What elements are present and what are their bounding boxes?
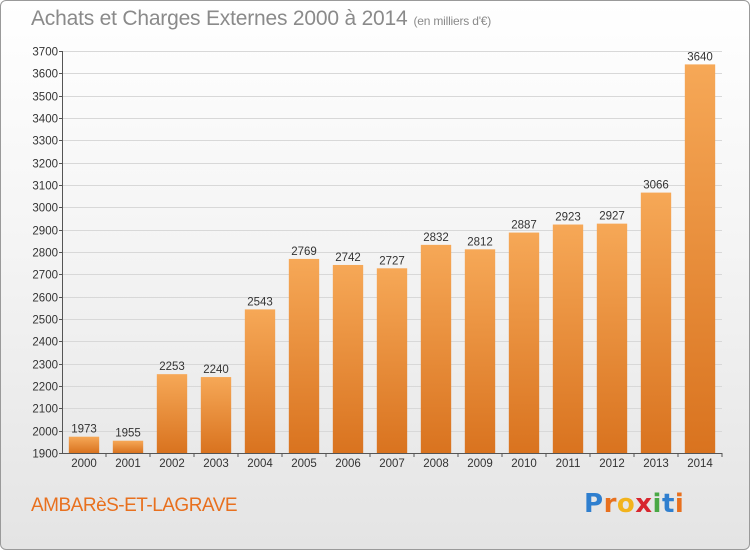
bars xyxy=(68,64,716,454)
data-label: 2923 xyxy=(555,212,581,224)
bar xyxy=(464,249,496,453)
x-tick-label: 2014 xyxy=(687,458,713,470)
proxiti-logo: Proxiti xyxy=(584,489,684,519)
y-tick-label: 2700 xyxy=(32,270,58,282)
y-tick-label: 3300 xyxy=(32,136,58,148)
bar xyxy=(156,374,188,453)
x-tick-label: 2013 xyxy=(643,458,669,470)
logo-letter: r xyxy=(603,489,617,519)
bar xyxy=(288,258,320,453)
bar xyxy=(684,64,716,454)
y-tick-label: 2200 xyxy=(32,382,58,394)
x-tick-label: 2000 xyxy=(71,458,97,470)
y-tick-label: 2100 xyxy=(32,404,58,416)
chart-title-text: Achats et Charges Externes 2000 à 2014 xyxy=(31,7,408,30)
logo-letter: i xyxy=(652,489,662,519)
data-label: 1955 xyxy=(115,428,141,440)
bar xyxy=(112,440,144,453)
y-tick-label: 2400 xyxy=(32,337,58,349)
logo-letter: P xyxy=(584,489,604,519)
bar xyxy=(68,436,100,453)
bar xyxy=(640,192,672,454)
bar xyxy=(420,244,452,453)
logo-letter: t xyxy=(661,489,675,519)
x-tick-label: 2003 xyxy=(203,458,229,470)
bar xyxy=(332,264,364,453)
data-label: 2727 xyxy=(379,255,405,267)
x-tick-label: 2009 xyxy=(467,458,493,470)
chart-title: Achats et Charges Externes 2000 à 2014 (e… xyxy=(31,7,491,31)
data-label: 2812 xyxy=(467,236,493,248)
data-label: 1973 xyxy=(71,424,97,436)
x-tick-label: 2008 xyxy=(423,458,449,470)
data-label: 2742 xyxy=(335,252,361,264)
bar xyxy=(244,309,276,453)
x-tick-label: 2010 xyxy=(511,458,537,470)
y-tick-label: 3000 xyxy=(32,203,58,215)
y-tick-label: 2800 xyxy=(32,248,58,260)
data-label: 2769 xyxy=(291,246,317,258)
data-label: 3640 xyxy=(687,51,713,63)
bar xyxy=(376,268,408,453)
data-label: 3066 xyxy=(643,180,669,192)
bar xyxy=(552,224,584,453)
x-tick-label: 2006 xyxy=(335,458,361,470)
x-tick-label: 2005 xyxy=(291,458,317,470)
data-label: 2240 xyxy=(203,364,229,376)
y-tick-label: 2900 xyxy=(32,226,58,238)
bar xyxy=(200,377,232,453)
y-tick-label: 3500 xyxy=(32,92,58,104)
y-tick-label: 2500 xyxy=(32,315,58,327)
x-tick-label: 2002 xyxy=(159,458,185,470)
y-tick-label: 1900 xyxy=(32,449,58,461)
x-tick-label: 2007 xyxy=(379,458,405,470)
logo-letter: i xyxy=(674,489,685,519)
commune-name: AMBARèS-ET-LAGRAVE xyxy=(31,495,238,516)
y-tick-label: 2300 xyxy=(32,360,58,372)
data-label: 2887 xyxy=(511,220,537,232)
y-tick-label: 3100 xyxy=(32,181,58,193)
chart-unit: (en milliers d'€) xyxy=(413,14,492,28)
bar xyxy=(508,232,540,453)
data-label: 2832 xyxy=(423,232,449,244)
logo-letter: x xyxy=(635,489,653,519)
x-tick-label: 2004 xyxy=(247,458,273,470)
y-tick-label: 2600 xyxy=(32,293,58,305)
data-label: 2927 xyxy=(599,211,625,223)
x-tick-label: 2001 xyxy=(115,458,141,470)
x-tick-label: 2012 xyxy=(599,458,625,470)
y-tick-label: 3400 xyxy=(32,114,58,126)
y-tick-label: 2000 xyxy=(32,427,58,439)
axes xyxy=(62,51,723,457)
y-tick-label: 3200 xyxy=(32,159,58,171)
data-labels: 1973 1955 2253 2240 2543 2769 2742 2727 2832 2812… xyxy=(71,51,713,439)
y-tick-labels: 1900 2000 2100 2200 2300 2400 2500 2600 2700 2800… xyxy=(32,47,58,461)
bar xyxy=(596,223,628,453)
x-tick-label: 2011 xyxy=(556,458,581,470)
data-label: 2253 xyxy=(159,361,185,373)
data-label: 2543 xyxy=(247,296,273,308)
logo-letter: o xyxy=(616,489,636,519)
y-tick-label: 3600 xyxy=(32,69,58,81)
x-tick-labels: 2000 2001 2002 2003 2004 2005 2006 2007 2008 2009… xyxy=(71,458,713,470)
y-tick-label: 3700 xyxy=(32,47,58,59)
